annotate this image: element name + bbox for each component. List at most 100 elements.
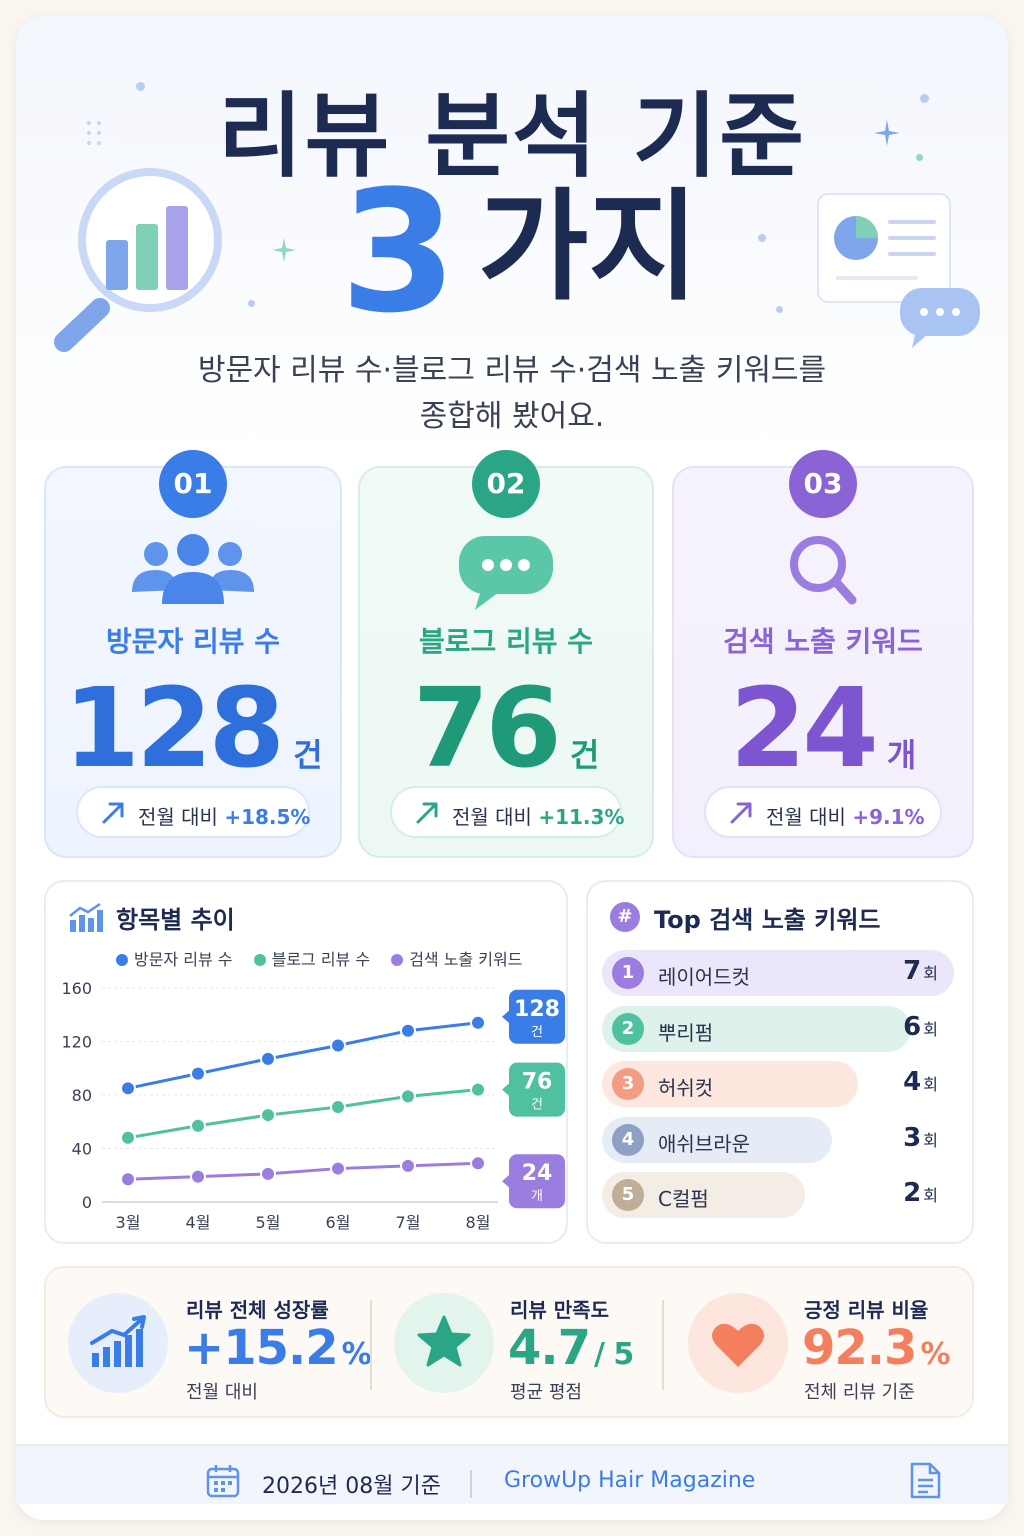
x-tick-label: 5월	[256, 1213, 281, 1232]
keyword-count-unit: 회	[923, 1130, 938, 1150]
end-label-value: 128	[514, 997, 560, 1022]
data-point	[190, 1168, 206, 1185]
legend-item: 방문자 리뷰 수	[116, 950, 233, 969]
y-tick-label: 80	[72, 1086, 92, 1105]
data-point	[330, 1160, 346, 1177]
keyword-rank: 5	[612, 1179, 644, 1211]
keyword-name: C컬펌	[658, 1187, 709, 1211]
card-label: 방문자 리뷰 수	[105, 625, 281, 658]
end-label-unit: 개	[531, 1189, 543, 1204]
keyword-bar: 2 뿌리펌	[602, 1005, 911, 1052]
legend-swatch	[253, 954, 266, 966]
bar-chart-icon	[69, 902, 103, 932]
legend-swatch	[116, 954, 128, 966]
summary-number: +15.2	[184, 1320, 339, 1376]
compare-label: 전월 대비	[766, 805, 846, 829]
keyword-count-unit: 회	[923, 1075, 938, 1094]
users-icon	[132, 534, 254, 604]
trend-up-arrow-icon	[730, 802, 752, 824]
data-point	[120, 1080, 136, 1097]
card-visitor-reviews: 01 방문자 리뷰 수 128 건 전월 대비 +18.5%	[44, 450, 342, 858]
change-value: +11.3%	[538, 805, 625, 829]
end-label-pointer	[502, 1082, 510, 1097]
heart-icon	[688, 1293, 788, 1393]
summary-sub: 전체 리뷰 기준	[804, 1382, 915, 1403]
card-value-unit: 개	[886, 736, 917, 774]
end-label-pointer	[502, 1174, 510, 1189]
x-tick-label: 8월	[466, 1213, 491, 1232]
report-chat-icon	[817, 193, 980, 348]
footer-date: 2026년 08월 기준	[262, 1474, 441, 1499]
data-point	[120, 1171, 136, 1188]
card-value-unit: 건	[293, 736, 323, 774]
footer-brand: GrowUp Hair Magazine	[504, 1468, 756, 1493]
compare-label: 전월 대비	[138, 805, 218, 829]
divider	[370, 1300, 372, 1390]
legend-swatch	[391, 954, 404, 966]
subtitle: 방문자 리뷰 수·블로그 리뷰 수·검색 노출 키워드를 종합해 봤어요.	[112, 348, 912, 440]
card-value: 128 건	[46, 664, 340, 792]
decor-dot	[248, 300, 255, 307]
legend-item: 검색 노출 키워드	[391, 950, 522, 969]
compare-label: 전월 대비	[452, 805, 532, 829]
data-point	[330, 1099, 346, 1116]
card-value: 76 건	[360, 664, 652, 792]
summary-title: 리뷰 만족도	[510, 1298, 609, 1322]
y-tick-label: 120	[61, 1033, 92, 1052]
end-label-value: 76	[522, 1070, 553, 1095]
summary-title: 리뷰 전체 성장률	[186, 1298, 329, 1322]
legend-item: 블로그 리뷰 수	[253, 950, 371, 969]
growth-chart-icon	[68, 1293, 168, 1393]
keyword-rank: 1	[612, 957, 644, 989]
summary-satisfaction: 리뷰 만족도 4.7/ 5 평균 평점	[376, 1268, 666, 1420]
sparkle-icon	[874, 120, 900, 146]
end-label-box	[509, 1154, 565, 1209]
calendar-icon	[206, 1465, 240, 1498]
summary-suffix: %	[341, 1337, 372, 1372]
summary-suffix: / 5	[594, 1337, 634, 1372]
keyword-bar: 5 C컬펌	[602, 1172, 805, 1218]
data-point	[330, 1037, 346, 1054]
summary-value: 92.3%	[802, 1320, 951, 1376]
data-point	[470, 1155, 486, 1172]
card-label: 블로그 리뷰 수	[418, 625, 594, 658]
summary-value: 4.7/ 5	[508, 1320, 634, 1376]
footer: 2026년 08월 기준 GrowUp Hair Magazine	[16, 1444, 1008, 1504]
legend-label: 검색 노출 키워드	[409, 950, 523, 969]
document-icon	[910, 1462, 941, 1499]
keyword-count-unit: 회	[923, 1186, 938, 1205]
card-search-keywords: 03 검색 노출 키워드 24 개 전월 대비 +9.1%	[672, 450, 974, 858]
search-icon	[790, 536, 857, 605]
title-word: 가지	[478, 178, 699, 317]
card-blog-reviews: 02 블로그 리뷰 수 76 건 전월 대비 +11.3%	[358, 450, 654, 858]
keyword-rank: 4	[612, 1123, 644, 1156]
subtitle-line: 종합해 봤어요.	[419, 399, 605, 434]
end-label-box	[509, 1062, 565, 1117]
star-icon	[394, 1293, 494, 1393]
keyword-count-unit: 회	[923, 964, 938, 983]
end-label-value: 24	[522, 1161, 553, 1186]
data-point	[400, 1088, 416, 1105]
card-value-unit: 건	[569, 736, 600, 774]
end-label-pointer	[502, 1009, 510, 1024]
card-value-number: 76	[412, 664, 562, 792]
keyword-name: 허쉬컷	[658, 1076, 714, 1100]
summary-title: 긍정 리뷰 비율	[804, 1298, 929, 1322]
data-point	[260, 1050, 276, 1067]
divider	[662, 1300, 664, 1390]
summary-suffix: %	[920, 1337, 950, 1372]
decor-dot	[916, 154, 923, 161]
summary-sub: 평균 평점	[510, 1382, 582, 1403]
y-tick-label: 0	[82, 1193, 92, 1212]
card-change-pill: 전월 대비 +18.5%	[76, 786, 310, 838]
x-tick-label: 7월	[396, 1213, 421, 1232]
subtitle-line: 방문자 리뷰 수·블로그 리뷰 수·검색 노출 키워드를	[197, 353, 827, 388]
sparkle-icon	[272, 238, 296, 262]
legend-label: 방문자 리뷰 수	[134, 950, 233, 969]
card-label: 검색 노출 키워드	[723, 625, 923, 658]
legend-label: 블로그 리뷰 수	[271, 950, 371, 969]
change-value: +9.1%	[852, 805, 925, 829]
y-tick-label: 160	[61, 979, 92, 998]
series-line	[127, 1088, 479, 1140]
